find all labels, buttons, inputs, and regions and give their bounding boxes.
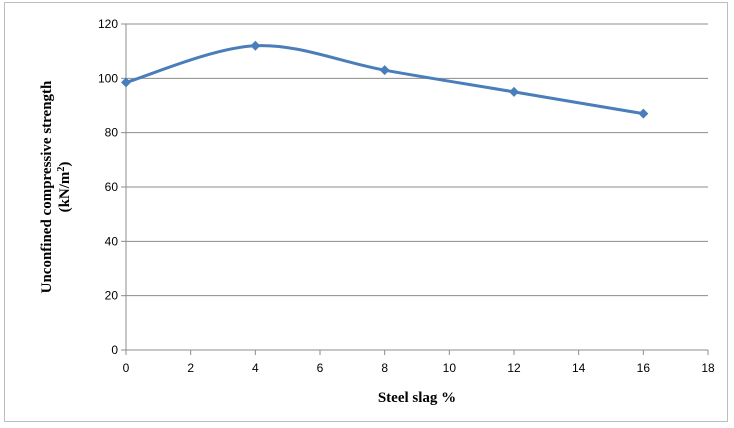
data-point-marker [638, 108, 649, 119]
x-tick-label: 12 [507, 361, 521, 375]
x-tick-label: 18 [701, 361, 715, 375]
y-tick-label: 40 [105, 234, 119, 248]
y-axis-title: Unconfined compressive strength [39, 80, 55, 293]
data-point-marker [509, 86, 519, 97]
y-axis-unit-close: ) [57, 162, 73, 167]
y-axis-title-group: Unconfined compressive strength (kN/m2) [39, 80, 73, 293]
x-tick-label: 14 [572, 361, 586, 375]
chart-area: 0 20 40 60 80 100 120 0 2 4 6 8 10 12 14 16 18 Steel sla… [4, 2, 728, 422]
series-line [125, 44, 644, 116]
y-tick-label: 20 [105, 289, 119, 303]
x-tick-label: 16 [637, 361, 651, 375]
y-axis-unit-base: (kN/m [57, 171, 73, 212]
y-axis-unit-superscript: 2 [56, 167, 67, 172]
data-point-marker [121, 77, 131, 88]
y-tick-label: 80 [105, 126, 119, 140]
data-point-marker [379, 65, 390, 76]
axes [121, 23, 709, 355]
x-tick-label: 6 [317, 361, 324, 375]
x-tick-label: 4 [252, 361, 259, 375]
y-tick-label: 60 [105, 180, 119, 194]
chart-svg: 0 20 40 60 80 100 120 0 2 4 6 8 10 12 14 16 18 Steel sla… [39, 17, 715, 406]
gridlines [126, 23, 708, 297]
x-tick-label: 10 [443, 361, 457, 375]
x-tick-label: 2 [187, 361, 194, 375]
y-tick-label: 100 [98, 71, 118, 85]
y-axis-unit: (kN/m2) [56, 162, 74, 213]
x-tick-label: 0 [123, 361, 130, 375]
x-axis-title: Steel slag % [378, 390, 456, 406]
y-tick-label: 0 [111, 343, 118, 357]
data-point-marker [250, 40, 261, 51]
tick-labels: 0 20 40 60 80 100 120 0 2 4 6 8 10 12 14 16 18 [98, 17, 715, 375]
x-tick-label: 8 [381, 361, 388, 375]
series-layer [121, 40, 649, 119]
y-tick-label: 120 [98, 17, 118, 31]
